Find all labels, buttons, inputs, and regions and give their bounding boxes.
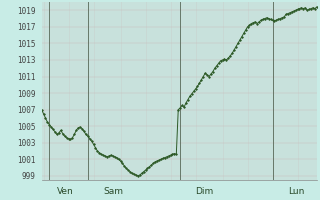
Text: Ven: Ven [57,187,74,196]
Text: Dim: Dim [196,187,214,196]
Text: Sam: Sam [103,187,123,196]
Text: Lun: Lun [288,187,304,196]
